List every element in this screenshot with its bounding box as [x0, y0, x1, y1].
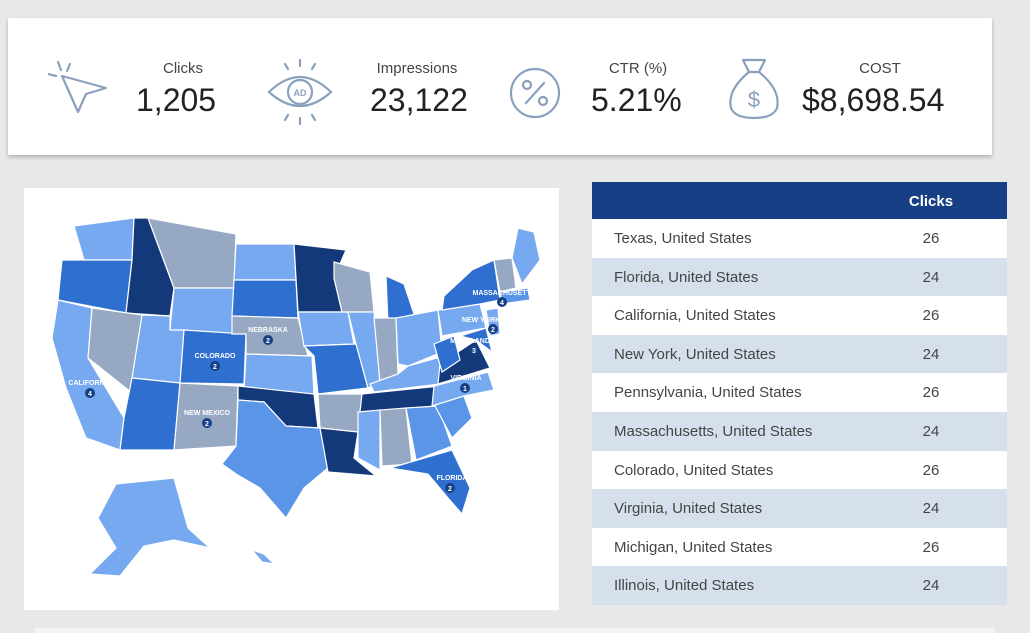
kpi-impressions-value: 23,122 [370, 82, 468, 118]
table-cell-location: Michigan, United States [614, 538, 773, 556]
map-label-colorado-count: 2 [213, 364, 217, 371]
map-label-california: CALIFORNIA [68, 380, 111, 387]
map-state-iowa[interactable] [297, 311, 355, 347]
map-label-florida: FLORIDA [436, 475, 467, 482]
table-cell-location: Colorado, United States [614, 461, 774, 479]
table-cell-clicks: 24 [922, 500, 940, 518]
kpi-clicks[interactable]: Clicks 1,205 [48, 18, 248, 155]
map-label-massachusetts-count: 4 [500, 300, 504, 307]
table-cell-location: Massachusetts, United States [614, 422, 813, 440]
percent-circle-icon [509, 67, 561, 119]
kpi-clicks-value: 1,205 [136, 82, 217, 118]
map-label-florida-count: 2 [448, 486, 452, 493]
table-row[interactable]: Michigan, United States 26 [592, 527, 1007, 567]
map-state-wisconsin[interactable] [333, 261, 375, 313]
map-state-mississippi[interactable] [357, 409, 381, 472]
table-row[interactable]: Colorado, United States 26 [592, 450, 1007, 490]
map-label-new-mexico: NEW MEXICO [184, 410, 230, 417]
map-label-massachusetts: MASSACHUSETTS [472, 290, 535, 297]
table-row[interactable]: Illinois, United States 24 [592, 566, 1007, 605]
table-row[interactable]: New York, United States 24 [592, 334, 1007, 374]
clicks-by-location-table: Clicks Texas, United States 26 Florida, Un… [592, 182, 1007, 605]
money-bag-icon: $ [729, 58, 779, 120]
svg-text:$: $ [748, 87, 760, 112]
table-row[interactable]: Florida, United States 24 [592, 257, 1007, 297]
map-state-ohio[interactable] [395, 309, 443, 367]
map-state-vermont-nh[interactable] [493, 257, 517, 293]
table-cell-clicks: 24 [922, 345, 940, 363]
map-state-west-virginia[interactable] [433, 335, 461, 373]
map-state-arizona[interactable] [119, 377, 181, 451]
table-cell-clicks: 26 [922, 461, 940, 479]
map-state-washington[interactable] [73, 217, 135, 261]
geo-map-panel: CALIFORNIA 4 COLORADO 2 NEBRASKA 2 NEW M… [24, 188, 559, 610]
table-cell-clicks: 24 [922, 577, 940, 595]
map-state-florida[interactable] [389, 449, 471, 516]
table-cell-location: Pennsylvania, United States [614, 384, 802, 402]
table-cell-clicks: 26 [922, 307, 940, 325]
map-state-louisiana[interactable] [319, 427, 378, 477]
table-cell-location: Florida, United States [614, 268, 759, 286]
kpi-impressions-label: Impressions [376, 60, 458, 77]
kpi-impressions[interactable]: AD Impressions 23,122 [263, 18, 473, 155]
eye-ad-icon: AD [267, 58, 333, 126]
map-label-colorado: COLORADO [195, 353, 236, 360]
table-row[interactable]: California, United States 26 [592, 296, 1007, 335]
map-state-missouri[interactable] [302, 343, 369, 395]
table-header-clicks[interactable]: Clicks [908, 193, 954, 210]
kpi-cost-label: COST [859, 60, 901, 77]
kpi-ctr[interactable]: CTR (%) 5.21% [508, 18, 708, 155]
map-label-nebraska-count: 2 [266, 338, 270, 345]
kpi-scorecard-bar: Clicks 1,205 AD Impressions 23,122 [8, 18, 992, 155]
cursor-arrow-icon [48, 60, 108, 114]
table-cell-location: Illinois, United States [614, 577, 755, 595]
table-row[interactable]: Virginia, United States 24 [592, 489, 1007, 528]
kpi-cost-value: $8,698.54 [802, 82, 945, 118]
map-state-maryland[interactable] [457, 327, 493, 354]
map-state-texas[interactable] [221, 399, 329, 520]
map-state-arkansas[interactable] [317, 393, 363, 433]
map-state-south-dakota[interactable] [231, 279, 299, 319]
table-cell-location: New York, United States [614, 345, 776, 363]
map-label-california-count: 4 [88, 391, 92, 398]
map-state-new-york[interactable] [441, 259, 501, 311]
table-cell-clicks: 26 [922, 538, 940, 556]
map-state-maine[interactable] [511, 227, 541, 286]
map-label-new-mexico-count: 2 [205, 421, 209, 428]
map-label-maryland: MARYLAND [450, 338, 490, 345]
table-cell-clicks: 24 [922, 422, 940, 440]
map-label-nebraska: NEBRASKA [248, 327, 288, 334]
table-row[interactable]: Massachusetts, United States 24 [592, 411, 1007, 451]
map-state-hawaii[interactable] [250, 548, 276, 565]
eye-ad-icon-text: AD [294, 88, 307, 98]
map-state-wyoming[interactable] [169, 287, 235, 335]
map-state-north-dakota[interactable] [233, 243, 297, 281]
map-label-maryland-count: 3 [472, 348, 476, 355]
kpi-ctr-value: 5.21% [591, 82, 682, 118]
bottom-panel-edge [35, 628, 995, 633]
table-row[interactable]: Texas, United States 26 [592, 219, 1007, 258]
table-cell-clicks: 24 [922, 268, 940, 286]
table-row[interactable]: Pennsylvania, United States 26 [592, 373, 1007, 412]
kpi-clicks-label: Clicks [163, 60, 203, 77]
map-label-virginia: VIRGINIA [450, 375, 481, 382]
table-cell-location: Texas, United States [614, 230, 752, 247]
kpi-cost[interactable]: $ COST $8,698.54 [723, 18, 983, 155]
kpi-ctr-label: CTR (%) [608, 60, 668, 77]
map-state-georgia[interactable] [405, 405, 453, 461]
table-cell-location: California, United States [614, 307, 776, 325]
map-label-virginia-count: 1 [463, 386, 467, 393]
table-cell-clicks: 26 [922, 384, 940, 402]
map-label-new-york-count: 2 [491, 327, 495, 334]
us-choropleth-map[interactable]: CALIFORNIA 4 COLORADO 2 NEBRASKA 2 NEW M… [24, 188, 559, 610]
table-cell-location: Virginia, United States [614, 500, 763, 518]
table-cell-clicks: 26 [922, 230, 940, 247]
map-state-alaska[interactable] [88, 477, 213, 577]
table-body: Texas, United States 26 Florida, United St… [592, 219, 1007, 605]
map-label-new-york: NEW YORK [462, 317, 500, 324]
table-header: Clicks [592, 182, 1007, 219]
